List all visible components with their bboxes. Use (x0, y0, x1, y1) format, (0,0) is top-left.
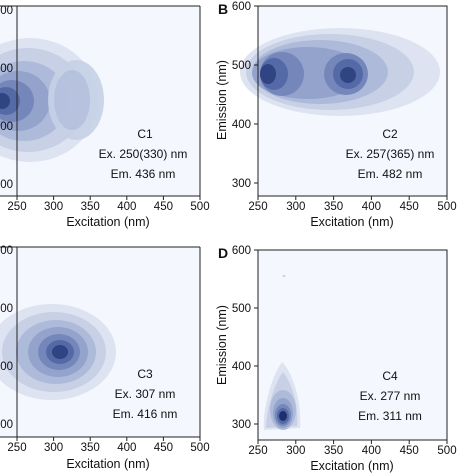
y-tick-label: 500 (232, 303, 251, 315)
panel-c1: 250 300 350 400 450 500 300 400 500 600 … (0, 5, 210, 229)
y-tick-label: 400 (232, 119, 251, 131)
panel-label-b: B (218, 1, 228, 17)
x-tick-label: 400 (362, 201, 381, 213)
panel-label-d: D (218, 245, 228, 261)
x-axis-label-c1: Excitation (nm) (66, 215, 149, 229)
y-ticks-c4: 300 400 500 600 (232, 245, 258, 431)
y-tick-label: 300 (0, 419, 13, 431)
y-ticks-c3: 300 400 500 600 (0, 245, 13, 431)
x-axis-label-c4: Excitation (nm) (310, 459, 393, 473)
x-axis-label-c3: Excitation (nm) (66, 457, 149, 471)
x-tick-label: 500 (190, 201, 209, 213)
x-tick-label: 400 (362, 445, 381, 457)
y-tick-label: 300 (232, 178, 251, 190)
y-tick-label: 600 (0, 5, 13, 17)
x-tick-label: 300 (44, 442, 63, 454)
em-text-c1: Em. 436 nm (111, 167, 176, 181)
y-tick-label: 300 (0, 179, 13, 191)
x-tick-label: 250 (248, 201, 267, 213)
x-tick-label: 250 (7, 442, 26, 454)
x-tick-label: 350 (324, 201, 343, 213)
x-tick-label: 500 (437, 201, 456, 213)
x-tick-label: 450 (154, 201, 173, 213)
y-ticks-c2: 300 400 500 600 (232, 1, 258, 190)
plot-area-c4 (263, 275, 301, 430)
x-tick-label: 300 (286, 445, 305, 457)
ex-text-c1: Ex. 250(330) nm (99, 147, 188, 161)
x-tick-label: 350 (81, 201, 100, 213)
y-tick-label: 500 (0, 303, 13, 315)
y-axis-label-c2: Emission (nm) (215, 60, 229, 140)
x-ticks-c4: 250 300 350 400 450 500 (248, 440, 457, 457)
x-tick-label: 450 (400, 445, 419, 457)
ex-text-c4: Ex. 277 nm (360, 389, 421, 403)
x-tick-label: 400 (117, 201, 136, 213)
x-tick-label: 350 (81, 442, 100, 454)
x-tick-label: 500 (437, 445, 456, 457)
x-tick-label: 300 (44, 201, 63, 213)
panel-c2: 250 300 350 400 450 500 300 400 500 600 … (215, 1, 457, 229)
em-text-c2: Em. 482 nm (358, 167, 423, 181)
x-axis-label-c2: Excitation (nm) (310, 215, 393, 229)
x-tick-label: 500 (190, 442, 209, 454)
y-tick-label: 500 (0, 63, 13, 75)
x-tick-label: 250 (7, 201, 26, 213)
x-tick-label: 450 (154, 442, 173, 454)
ex-text-c2: Ex. 257(365) nm (346, 147, 435, 161)
x-tick-label: 300 (286, 201, 305, 213)
y-tick-label: 600 (232, 1, 251, 13)
y-ticks-c1: 300 400 500 600 (0, 5, 13, 191)
ex-text-c3: Ex. 307 nm (115, 387, 176, 401)
x-ticks-c3: 250 300 350 400 450 500 (7, 437, 210, 454)
x-tick-label: 350 (324, 445, 343, 457)
y-tick-label: 400 (0, 121, 13, 133)
x-tick-label: 400 (117, 442, 136, 454)
x-tick-label: 450 (400, 201, 419, 213)
plot-area-c1 (0, 6, 200, 196)
panel-c3: 250 300 350 400 450 500 300 400 500 600 … (0, 245, 210, 471)
panel-c4: 250 300 350 400 450 500 300 400 500 600 … (215, 245, 457, 473)
x-ticks-c2: 250 300 350 400 450 500 (248, 196, 457, 213)
y-tick-label: 400 (232, 361, 251, 373)
component-label-c2: C2 (382, 127, 398, 141)
y-tick-label: 300 (232, 419, 251, 431)
y-tick-label: 600 (0, 245, 13, 257)
em-text-c4: Em. 311 nm (358, 409, 422, 423)
plot-area-c2 (240, 28, 440, 116)
em-text-c3: Em. 416 nm (113, 407, 178, 421)
component-label-c1: C1 (137, 127, 153, 141)
y-axis-label-c4: Emission (nm) (215, 305, 229, 385)
component-label-c3: C3 (137, 367, 153, 381)
component-label-c4: C4 (382, 369, 398, 383)
y-tick-label: 500 (232, 60, 251, 72)
x-ticks-c1: 250 300 350 400 450 500 (7, 196, 210, 213)
y-tick-label: 400 (0, 361, 13, 373)
x-tick-label: 250 (248, 445, 267, 457)
plot-area-c3 (0, 304, 116, 400)
y-tick-label: 600 (232, 245, 251, 257)
